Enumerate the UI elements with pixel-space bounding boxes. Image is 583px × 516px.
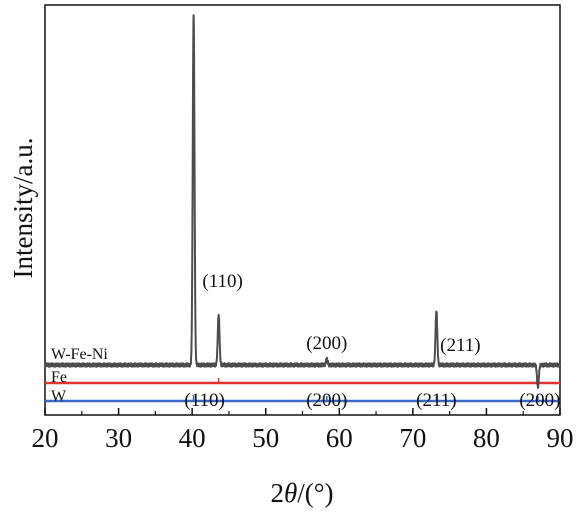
x-tick-label: 90 xyxy=(547,423,574,453)
x-tick-label: 50 xyxy=(252,423,279,453)
x-axis-title: 2θ/(°) xyxy=(270,478,333,508)
series-line-w-fe-ni xyxy=(44,14,561,389)
reference-hkl-annotation: (211) xyxy=(416,390,456,411)
series-label-w: W xyxy=(51,388,67,405)
reference-hkl-annotation: (200) xyxy=(519,390,560,411)
peak-annotations-upper: (110) (200) (211) xyxy=(202,271,480,356)
series-labels: W-Fe-Ni Fe W xyxy=(51,346,108,405)
x-axis-title-theta: θ xyxy=(284,478,297,508)
x-tick-label: 30 xyxy=(105,423,132,453)
peak-annotation: (200) xyxy=(306,333,347,354)
peak-annotations-lower: (110) (200) (211) (200) xyxy=(184,390,560,411)
series-label-fe: Fe xyxy=(51,369,67,386)
plot-area: 20 30 40 50 60 70 80 90 W-Fe-Ni Fe W (110) (200) (2… xyxy=(32,4,574,453)
series-label-w-fe-ni: W-Fe-Ni xyxy=(51,346,108,363)
peak-annotation: (211) xyxy=(440,335,480,356)
peak-annotation: (110) xyxy=(202,271,242,292)
x-axis-title-prefix: 2 xyxy=(270,478,284,508)
x-tick-label: 40 xyxy=(179,423,206,453)
reference-hkl-annotation: (200) xyxy=(306,390,347,411)
x-axis-title-suffix: /(°) xyxy=(297,478,333,508)
x-tick-label: 80 xyxy=(473,423,500,453)
x-axis-tick-labels: 20 30 40 50 60 70 80 90 xyxy=(32,423,574,453)
x-tick-label: 20 xyxy=(32,423,59,453)
y-axis-title: Intensity/a.u. xyxy=(8,138,38,279)
plot-frame xyxy=(44,4,561,416)
reference-patterns xyxy=(45,378,560,403)
x-axis-ticks xyxy=(44,408,561,415)
x-tick-label: 60 xyxy=(326,423,353,453)
x-tick-label: 70 xyxy=(399,423,426,453)
reference-hkl-annotation: (110) xyxy=(184,390,224,411)
